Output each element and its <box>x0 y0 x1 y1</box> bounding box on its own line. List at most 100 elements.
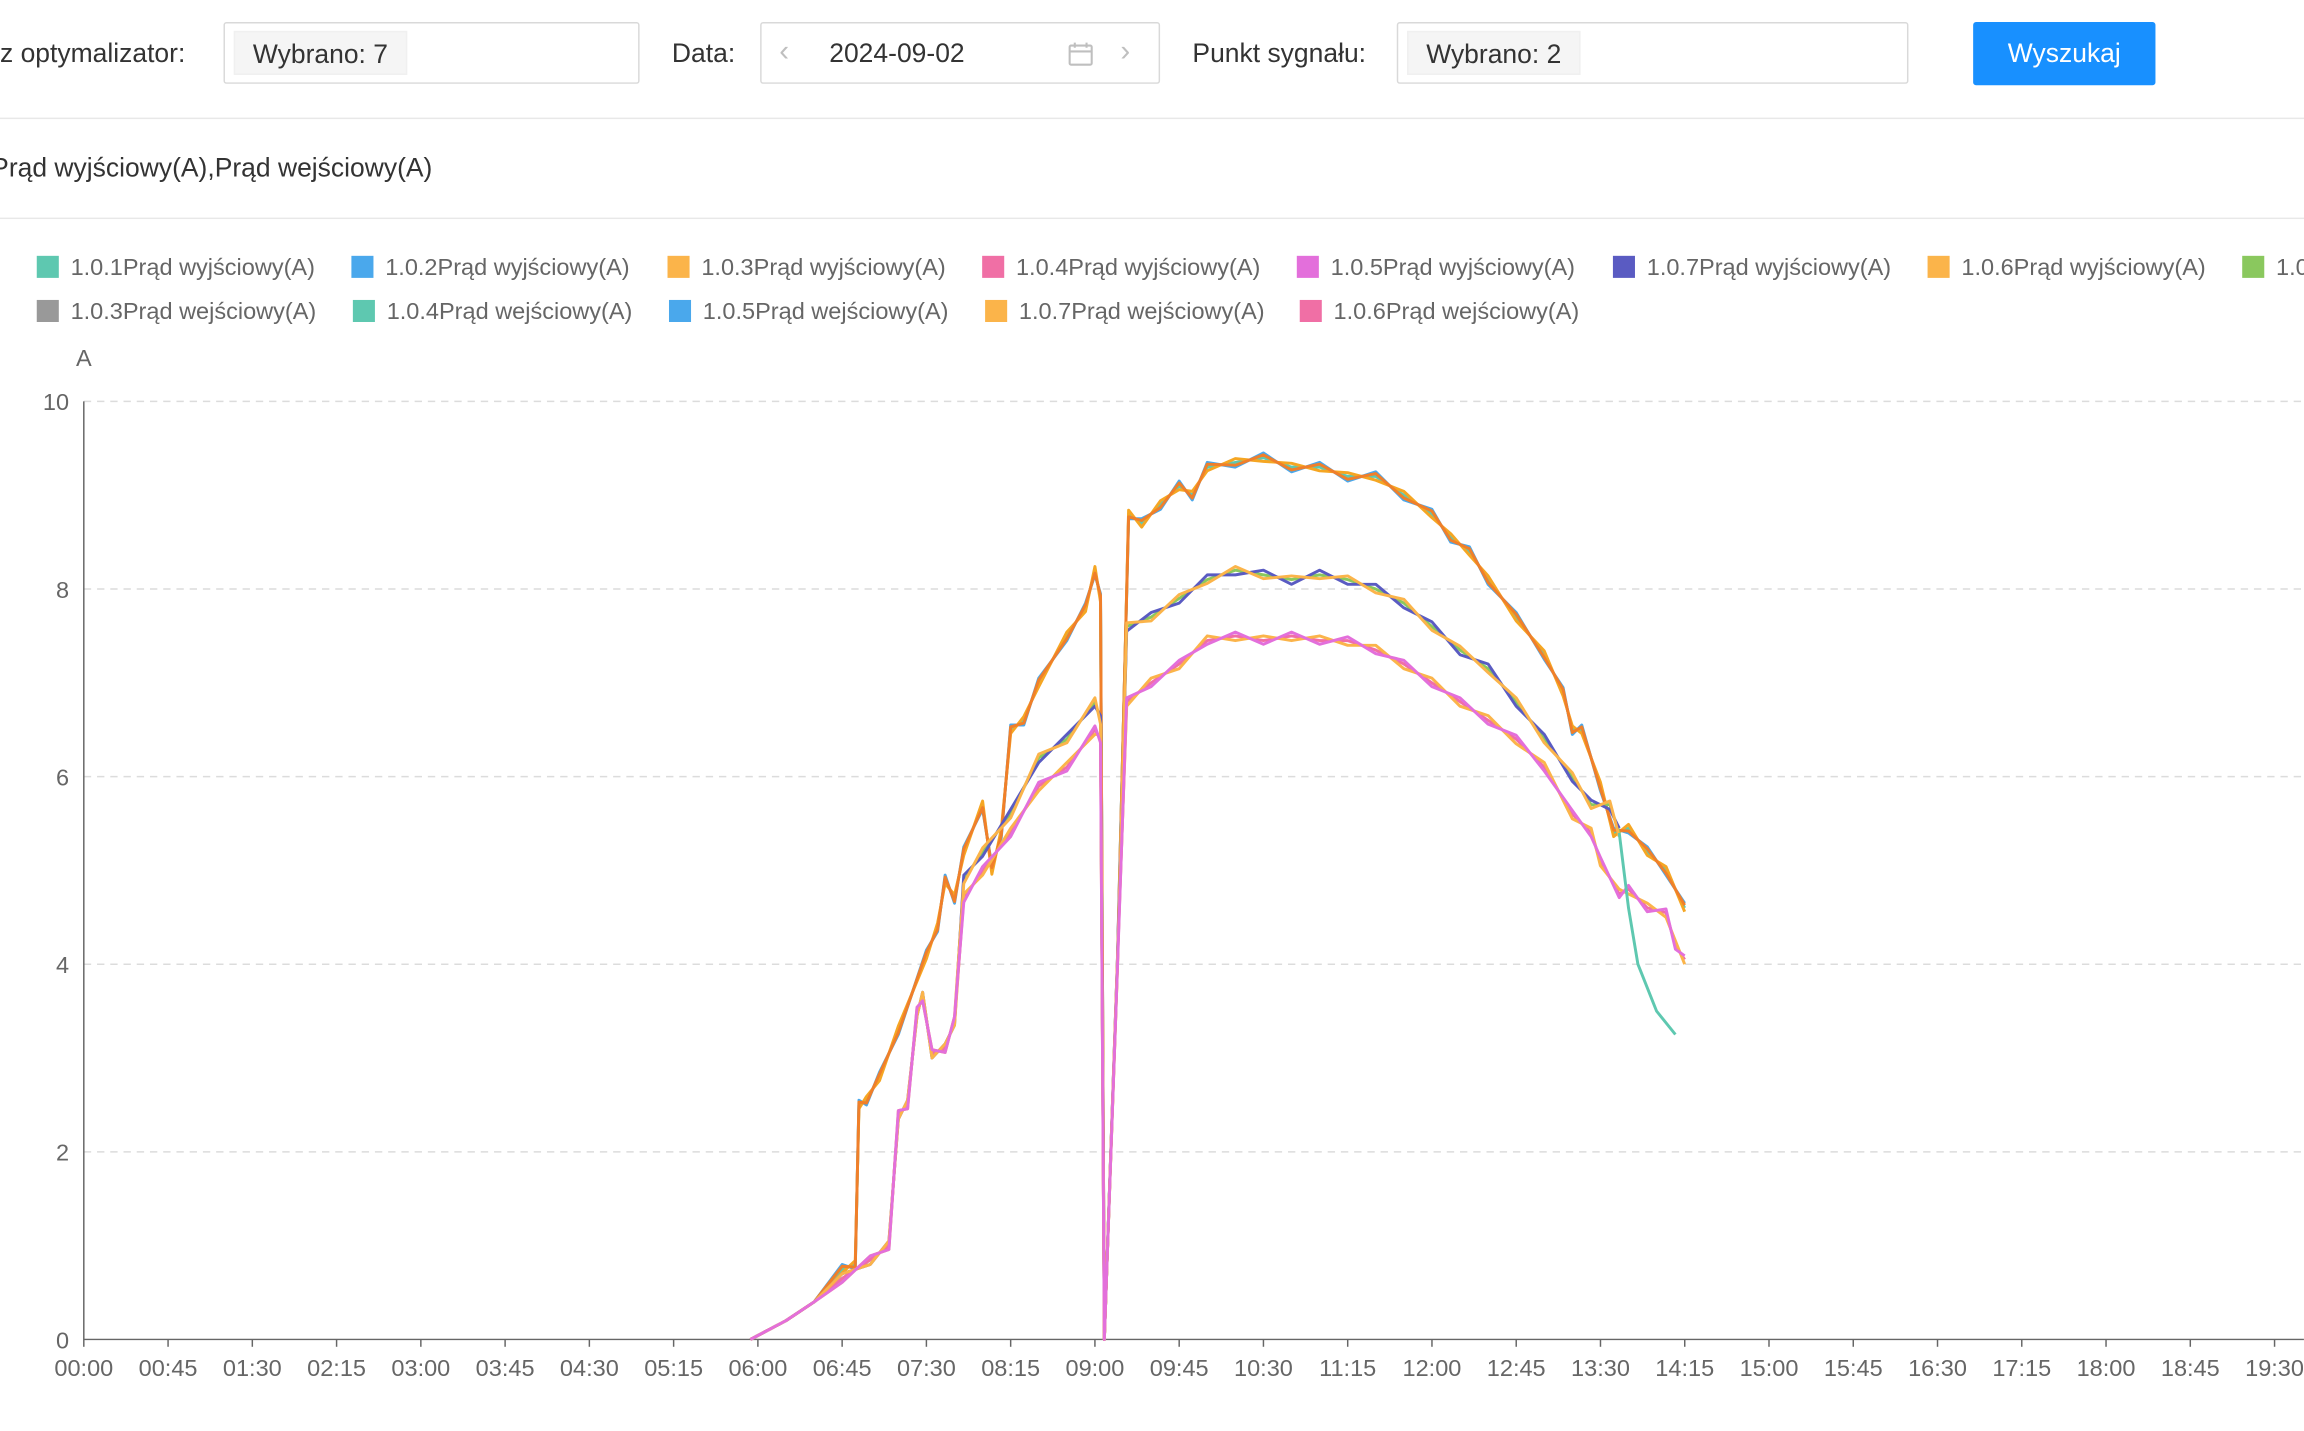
divider <box>0 217 2304 220</box>
y-tick-label: 0 <box>56 1327 69 1353</box>
x-tick-label: 17:15 <box>1992 1355 2051 1381</box>
legend-swatch <box>1296 255 1319 278</box>
legend-item[interactable]: 1.0.7Prąd wyjściowy(A) <box>1612 254 1891 280</box>
x-tick-label: 06:45 <box>813 1355 872 1381</box>
x-tick-label: 03:00 <box>391 1355 450 1381</box>
legend-label: 1.0.4Prąd wyjściowy(A) <box>1016 254 1260 280</box>
x-tick-label: 15:45 <box>1824 1355 1883 1381</box>
signal-label: Punkt sygnału: <box>1192 38 1367 68</box>
legend-label: 1.0.1Prąd wyjściowy(A) <box>71 254 315 280</box>
legend-swatch <box>982 255 1005 278</box>
legend-swatch <box>351 255 374 278</box>
legend-swatch <box>667 255 690 278</box>
chart-series <box>749 451 1687 1341</box>
search-button[interactable]: Wyszukaj <box>1973 22 2156 86</box>
legend-label: 1.0.7Prąd wyjściowy(A) <box>1647 254 1891 280</box>
legend-item[interactable]: 1.0.4Prąd wyjściowy(A) <box>982 254 1260 280</box>
legend-label: 1.0.3Prąd wyjściowy(A) <box>701 254 945 280</box>
optimizer-select[interactable]: Wybrano: 7 <box>223 22 640 84</box>
y-tick-label: 6 <box>56 764 69 790</box>
legend-swatch <box>1299 299 1322 322</box>
date-picker[interactable]: ‹ 2024-09-02 › <box>760 22 1161 84</box>
series-line <box>1617 832 1677 1036</box>
legend-item[interactable]: 1.0.7Prąd wejściowy(A) <box>985 298 1265 324</box>
x-tick-label: 07:30 <box>897 1355 956 1381</box>
legend-item[interactable]: 1.0.6Prąd wejściowy(A) <box>1299 298 1580 324</box>
y-tick-label: 2 <box>56 1140 69 1166</box>
x-tick-label: 08:15 <box>981 1355 1040 1381</box>
x-tick-label: 13:30 <box>1571 1355 1630 1381</box>
series-line <box>749 453 1686 1341</box>
x-tick-label: 10:30 <box>1234 1355 1293 1381</box>
chart-axes: 0 2 4 6 8 10 A 00:00 00:45 01:30 02:15 03:00 03:45 04… <box>43 345 2304 1381</box>
calendar-icon[interactable] <box>1067 41 1093 67</box>
optimizer-tag: Wybrano: 7 <box>233 30 408 75</box>
legend-item[interactable]: 1.0.2Prąd wyjściowy(A) <box>351 254 630 280</box>
chart-title: Prąd wyjściowy(A),Prąd wejściowy(A) <box>0 152 433 183</box>
legend-item[interactable]: 1.0.1Prąd wyjściowy(A) <box>36 254 315 280</box>
x-tick-label: 11:15 <box>1319 1355 1376 1381</box>
legend-label: 1.0.6Prąd wyjściowy(A) <box>1961 254 2205 280</box>
series-line <box>749 565 1621 1341</box>
legend-label: 1.0.5Prąd wejściowy(A) <box>703 298 949 324</box>
series-line <box>749 630 1686 1341</box>
y-axis-unit: A <box>76 345 92 371</box>
legend-swatch <box>985 299 1008 322</box>
x-tick-label: 00:00 <box>54 1355 113 1381</box>
y-tick-label: 8 <box>56 577 69 603</box>
legend-swatch <box>1927 255 1950 278</box>
y-tick-label: 4 <box>56 952 69 978</box>
legend-label: 1.0.6Prąd wejściowy(A) <box>1334 298 1580 324</box>
signal-tag: Wybrano: 2 <box>1407 30 1581 75</box>
legend-swatch <box>2242 255 2265 278</box>
x-tick-label: 02:15 <box>307 1355 366 1381</box>
x-tick-label: 04:30 <box>560 1355 619 1381</box>
legend-item[interactable]: 1.0.3Prąd wyjściowy(A) <box>667 254 946 280</box>
legend-item[interactable]: 1.0.5Prąd wejściowy(A) <box>668 298 949 324</box>
legend-swatch <box>668 299 692 322</box>
filter-bar: rz optymalizator: Wybrano: 7 Data: ‹ 202… <box>0 0 2304 120</box>
x-tick-label: 09:00 <box>1065 1355 1124 1381</box>
x-tick-label: 06:00 <box>728 1355 787 1381</box>
legend-item[interactable]: 1.0 <box>2242 254 2304 280</box>
legend-item[interactable]: 1.0.5Prąd wyjściowy(A) <box>1296 254 1575 280</box>
legend-label: 1.0.3Prąd wejściowy(A) <box>71 298 317 324</box>
legend-swatch <box>1612 255 1635 278</box>
chart-grid <box>83 400 2304 1153</box>
legend-item[interactable]: 1.0.4Prąd wejściowy(A) <box>352 298 633 324</box>
optimizer-label: rz optymalizator: <box>0 38 186 68</box>
series-line <box>749 568 1621 1341</box>
series-line <box>749 568 1621 1341</box>
x-tick-label: 09:45 <box>1150 1355 1209 1381</box>
chart-legend: 1.0.1Prąd wyjściowy(A) 1.0.2Prąd wyjściow… <box>36 254 2304 324</box>
legend-swatch <box>36 299 59 322</box>
x-tick-label: 18:45 <box>2161 1355 2220 1381</box>
date-value: 2024-09-02 <box>829 38 965 68</box>
signal-select[interactable]: Wybrano: 2 <box>1396 22 1909 84</box>
legend-swatch <box>352 299 375 322</box>
legend-item[interactable]: 1.0.6Prąd wyjściowy(A) <box>1927 254 2206 280</box>
x-tick-label: 16:30 <box>1908 1355 1967 1381</box>
legend-label: 1.0.5Prąd wyjściowy(A) <box>1331 254 1575 280</box>
legend-label: 1.0.4Prąd wejściowy(A) <box>387 298 633 324</box>
date-label: Data: <box>671 38 736 68</box>
x-tick-label: 12:45 <box>1487 1355 1546 1381</box>
x-tick-label: 00:45 <box>139 1355 198 1381</box>
x-tick-label: 15:00 <box>1740 1355 1799 1381</box>
x-tick-label: 05:15 <box>644 1355 703 1381</box>
x-tick-label: 19:30 <box>2245 1355 2304 1381</box>
x-tick-label: 14:15 <box>1655 1355 1714 1381</box>
legend-label: 1.0.2Prąd wyjściowy(A) <box>385 254 629 280</box>
chevron-left-icon[interactable]: ‹ <box>779 35 790 68</box>
chevron-right-icon[interactable]: › <box>1120 35 1131 68</box>
legend-item[interactable]: 1.0.3Prąd wejściowy(A) <box>36 298 317 324</box>
x-tick-label: 01:30 <box>223 1355 282 1381</box>
x-tick-label: 12:00 <box>1403 1355 1462 1381</box>
legend-label: 1.0.7Prąd wejściowy(A) <box>1019 298 1265 324</box>
y-tick-label: 10 <box>43 389 69 415</box>
x-tick-label: 03:45 <box>476 1355 535 1381</box>
x-tick-label: 18:00 <box>2077 1355 2136 1381</box>
legend-label: 1.0 <box>2276 254 2304 280</box>
